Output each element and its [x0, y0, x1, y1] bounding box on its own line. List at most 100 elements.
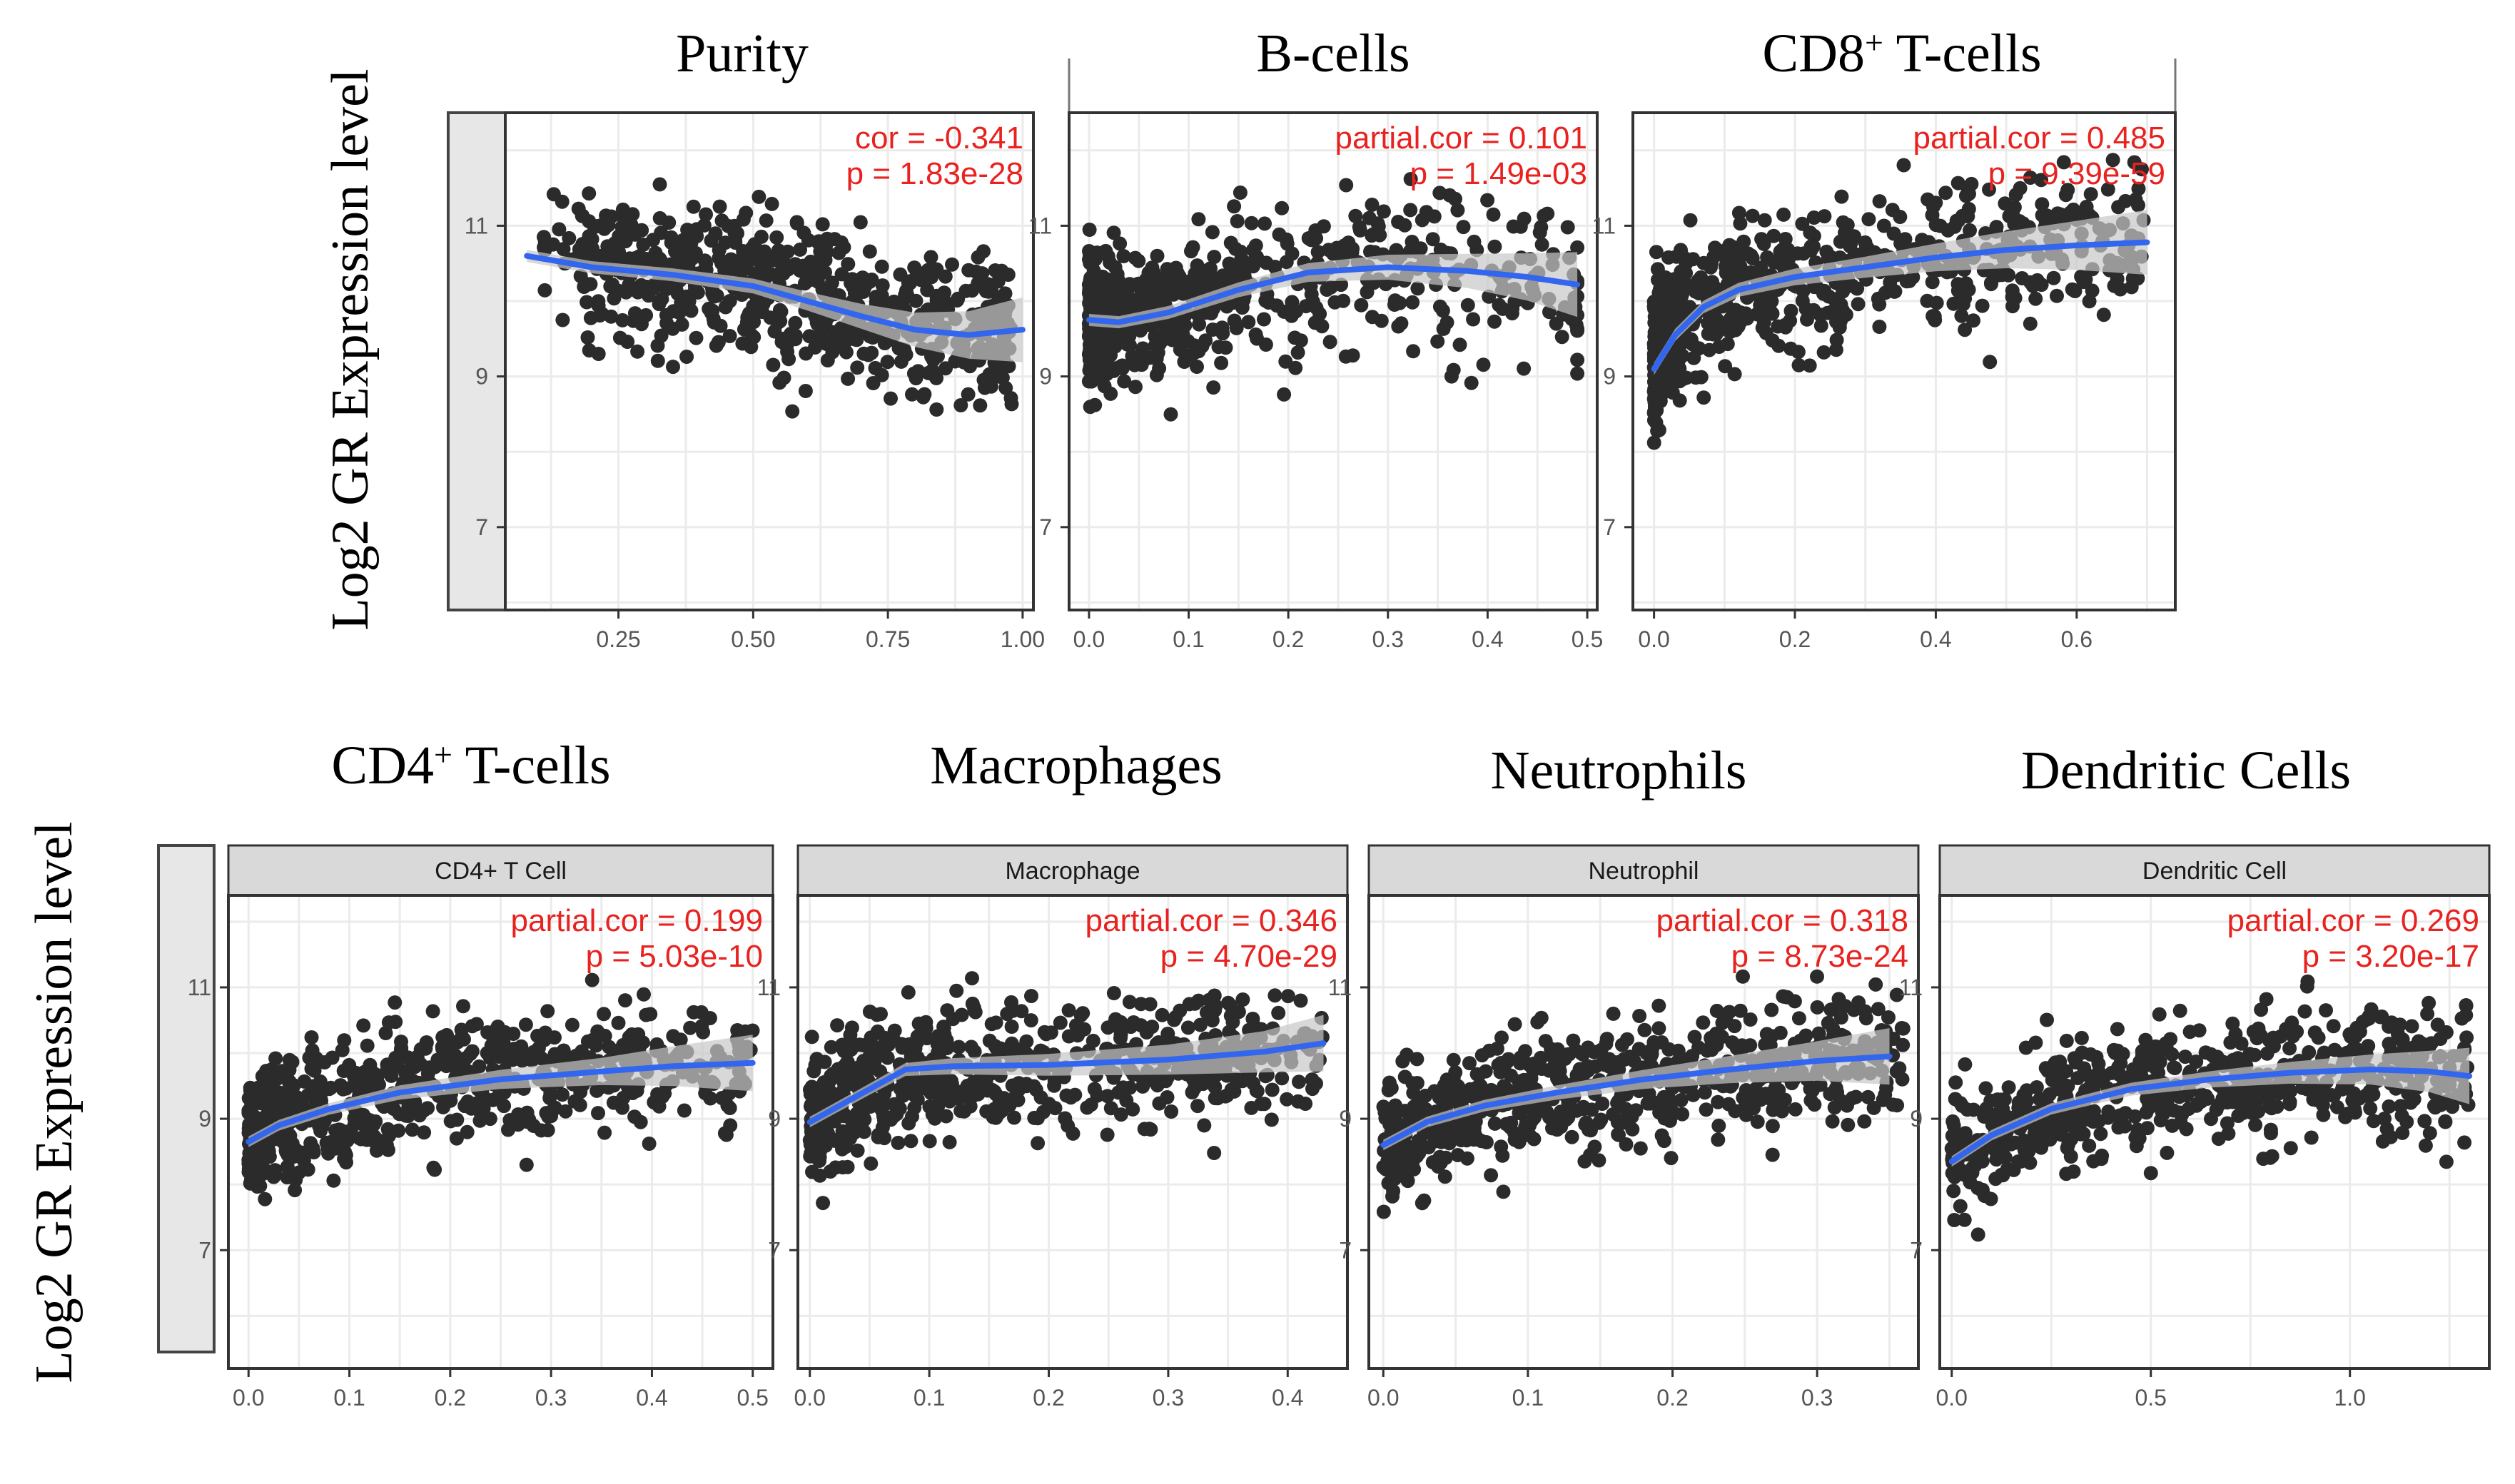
- data-point: [831, 245, 846, 260]
- data-point: [1407, 1162, 1422, 1176]
- data-point: [1197, 271, 1212, 286]
- data-point: [1707, 308, 1722, 322]
- data-point: [1100, 1127, 1115, 1142]
- data-point: [874, 259, 889, 274]
- data-point: [1163, 407, 1178, 422]
- data-point: [776, 370, 791, 385]
- data-point: [634, 317, 649, 332]
- data-point: [752, 189, 766, 204]
- data-point: [2166, 1103, 2181, 1118]
- data-point: [1570, 366, 1585, 381]
- data-point: [722, 329, 737, 343]
- data-point: [2192, 1023, 2207, 1038]
- data-point: [1791, 357, 1806, 372]
- panel-border-cd4: [227, 894, 774, 1370]
- data-point: [1122, 995, 1137, 1010]
- data-point: [2008, 290, 2023, 305]
- data-point: [2198, 1089, 2213, 1104]
- data-point: [394, 1035, 408, 1050]
- data-point: [816, 1086, 831, 1101]
- data-point: [857, 280, 872, 295]
- x-tick-label: 0.3: [1801, 1385, 1833, 1411]
- data-point: [381, 1015, 396, 1030]
- data-point: [2057, 1118, 2072, 1133]
- data-point: [1425, 1155, 1440, 1169]
- data-point: [1164, 320, 1179, 335]
- data-point: [1696, 390, 1711, 405]
- data-point: [592, 308, 607, 323]
- data-point: [413, 1108, 427, 1123]
- data-point: [1517, 1072, 1532, 1087]
- data-point: [739, 205, 754, 220]
- y-tick-label: 7: [198, 1237, 211, 1263]
- data-point: [460, 1124, 475, 1139]
- data-point: [845, 1112, 860, 1127]
- data-point: [817, 1054, 832, 1069]
- data-point: [785, 404, 800, 419]
- data-point: [1459, 1151, 1474, 1166]
- data-point: [2110, 1022, 2125, 1037]
- x-tick-label: 0.25: [596, 626, 640, 652]
- data-point: [2158, 1036, 2173, 1051]
- data-point: [1964, 176, 1979, 191]
- data-point: [1166, 287, 1181, 302]
- data-point: [2001, 1080, 2016, 1095]
- panel-border-cd8: [1631, 111, 2177, 611]
- data-point: [1417, 1193, 1432, 1208]
- data-point: [1098, 272, 1113, 287]
- data-point: [297, 1074, 312, 1089]
- data-point: [2302, 1045, 2317, 1059]
- data-point: [2327, 1089, 2342, 1103]
- data-point: [1336, 293, 1351, 308]
- data-point: [2209, 1102, 2224, 1117]
- panel-title-dc: Dendritic Cells: [2021, 741, 2351, 801]
- data-point: [1061, 1003, 1076, 1018]
- data-point: [1983, 1191, 1998, 1206]
- data-point: [1474, 1048, 1489, 1063]
- data-point: [1871, 1002, 1886, 1017]
- data-point: [398, 1108, 413, 1123]
- data-point: [1584, 1123, 1598, 1138]
- data-point: [2106, 1042, 2121, 1057]
- data-point: [1100, 336, 1115, 351]
- data-point: [678, 235, 693, 250]
- strip-label-dc: Dendritic Cell: [2142, 858, 2287, 885]
- data-point: [1860, 240, 1875, 255]
- data-point: [652, 177, 667, 192]
- y-tick-label: 11: [188, 975, 211, 1000]
- data-point: [2234, 1036, 2249, 1051]
- data-point: [2140, 1091, 2155, 1106]
- data-point: [1223, 1008, 1238, 1023]
- data-point: [971, 250, 986, 265]
- data-point: [1538, 1034, 1553, 1049]
- data-point: [1412, 1140, 1427, 1154]
- data-point: [1946, 1184, 1961, 1199]
- data-point: [1432, 1090, 1447, 1105]
- data-point: [1807, 1097, 1822, 1112]
- data-point: [1152, 1096, 1167, 1111]
- data-point: [357, 1064, 372, 1079]
- data-point: [1145, 260, 1160, 275]
- data-point: [1376, 204, 1391, 219]
- data-point: [712, 199, 727, 214]
- data-point: [1613, 1054, 1628, 1069]
- data-point: [958, 283, 973, 298]
- data-point: [2414, 1036, 2429, 1051]
- data-point: [666, 1029, 681, 1044]
- data-point: [555, 1087, 570, 1102]
- data-point: [436, 1099, 450, 1114]
- data-point: [2160, 1145, 2175, 1160]
- data-point: [2220, 1095, 2235, 1110]
- data-point: [2263, 1122, 2278, 1137]
- data-point: [1155, 1007, 1170, 1022]
- data-point: [1198, 333, 1213, 348]
- panel-title-cd8: CD8+ T-cells: [1762, 24, 2041, 83]
- data-point: [1507, 1017, 1522, 1032]
- data-point: [780, 331, 795, 346]
- data-point: [2100, 182, 2115, 197]
- strip-neutro: [1367, 844, 1920, 897]
- data-point: [1841, 1117, 1856, 1132]
- data-point: [1071, 1028, 1085, 1043]
